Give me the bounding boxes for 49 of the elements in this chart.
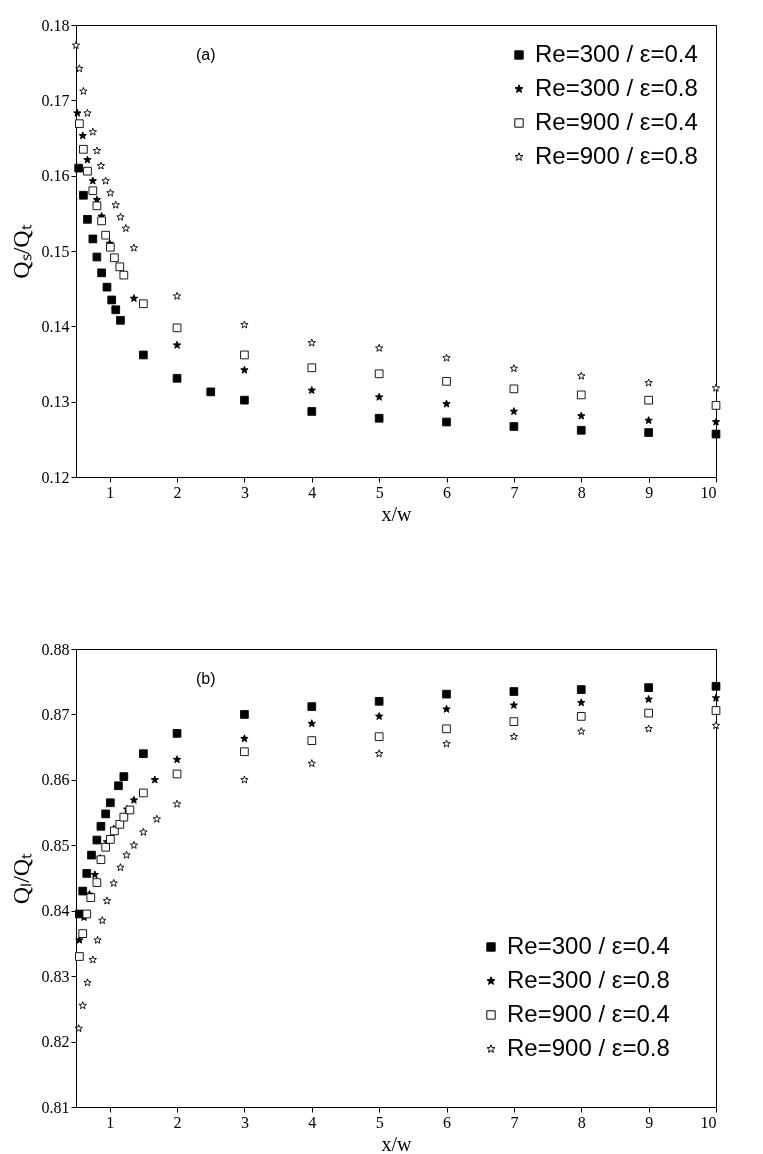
y-tick-label: 0.87 [41, 705, 70, 723]
x-tick-label: 3 [240, 1113, 249, 1131]
y-tick-label: 0.12 [41, 468, 70, 486]
y-tick-label: 0.13 [41, 393, 70, 411]
legend-label: Re=300 / ε=0.8 [507, 966, 670, 993]
y-tick-label: 0.82 [41, 1033, 70, 1051]
y-tick-label: 0.17 [41, 91, 70, 109]
x-tick-label: 6 [443, 483, 452, 501]
legend-label: Re=300 / ε=0.8 [535, 74, 698, 101]
y-tick-label: 0.81 [41, 1098, 70, 1116]
legend-label: Re=900 / ε=0.4 [535, 108, 698, 135]
x-tick-label: 5 [375, 1113, 384, 1131]
x-tick-label: 8 [577, 483, 586, 501]
x-tick-label: 9 [645, 483, 654, 501]
x-tick-label: 10 [700, 1113, 717, 1131]
legend-label: Re=900 / ε=0.4 [507, 1000, 670, 1027]
x-tick-label: 6 [443, 1113, 452, 1131]
x-tick-label: 2 [173, 483, 182, 501]
y-tick-label: 0.88 [41, 640, 70, 658]
y-tick-label: 0.15 [41, 242, 70, 260]
legend-label: Re=300 / ε=0.4 [535, 40, 698, 67]
x-tick-label: 7 [510, 483, 519, 501]
annotation: (b) [196, 670, 216, 687]
x-tick-label: 1 [106, 483, 115, 501]
x-axis-title: x/w [381, 1132, 413, 1154]
y-tick-label: 0.18 [41, 16, 70, 34]
x-tick-label: 8 [577, 1113, 586, 1131]
y-tick-label: 0.84 [41, 902, 70, 920]
legend-label: Re=900 / ε=0.8 [507, 1034, 670, 1061]
y-tick-label: 0.83 [41, 967, 70, 985]
x-tick-label: 9 [645, 1113, 654, 1131]
x-tick-label: 4 [308, 1113, 317, 1131]
x-tick-label: 3 [240, 483, 249, 501]
x-tick-label: 7 [510, 1113, 519, 1131]
x-tick-label: 1 [106, 1113, 115, 1131]
x-tick-label: 10 [700, 483, 717, 501]
legend-label: Re=900 / ε=0.8 [535, 142, 698, 169]
y-axis-title: Qₛ/Qₜ [7, 224, 34, 279]
x-tick-label: 2 [173, 1113, 182, 1131]
x-tick-label: 4 [308, 483, 317, 501]
legend-label: Re=300 / ε=0.4 [507, 932, 670, 959]
y-tick-label: 0.16 [41, 167, 70, 185]
y-tick-label: 0.14 [41, 317, 70, 335]
y-tick-label: 0.86 [41, 771, 70, 789]
y-tick-label: 0.85 [41, 836, 70, 854]
annotation: (a) [196, 46, 216, 63]
x-axis-title: x/w [381, 502, 413, 525]
x-tick-label: 5 [375, 483, 384, 501]
y-axis-title: Qₗ/Qₜ [7, 852, 34, 905]
